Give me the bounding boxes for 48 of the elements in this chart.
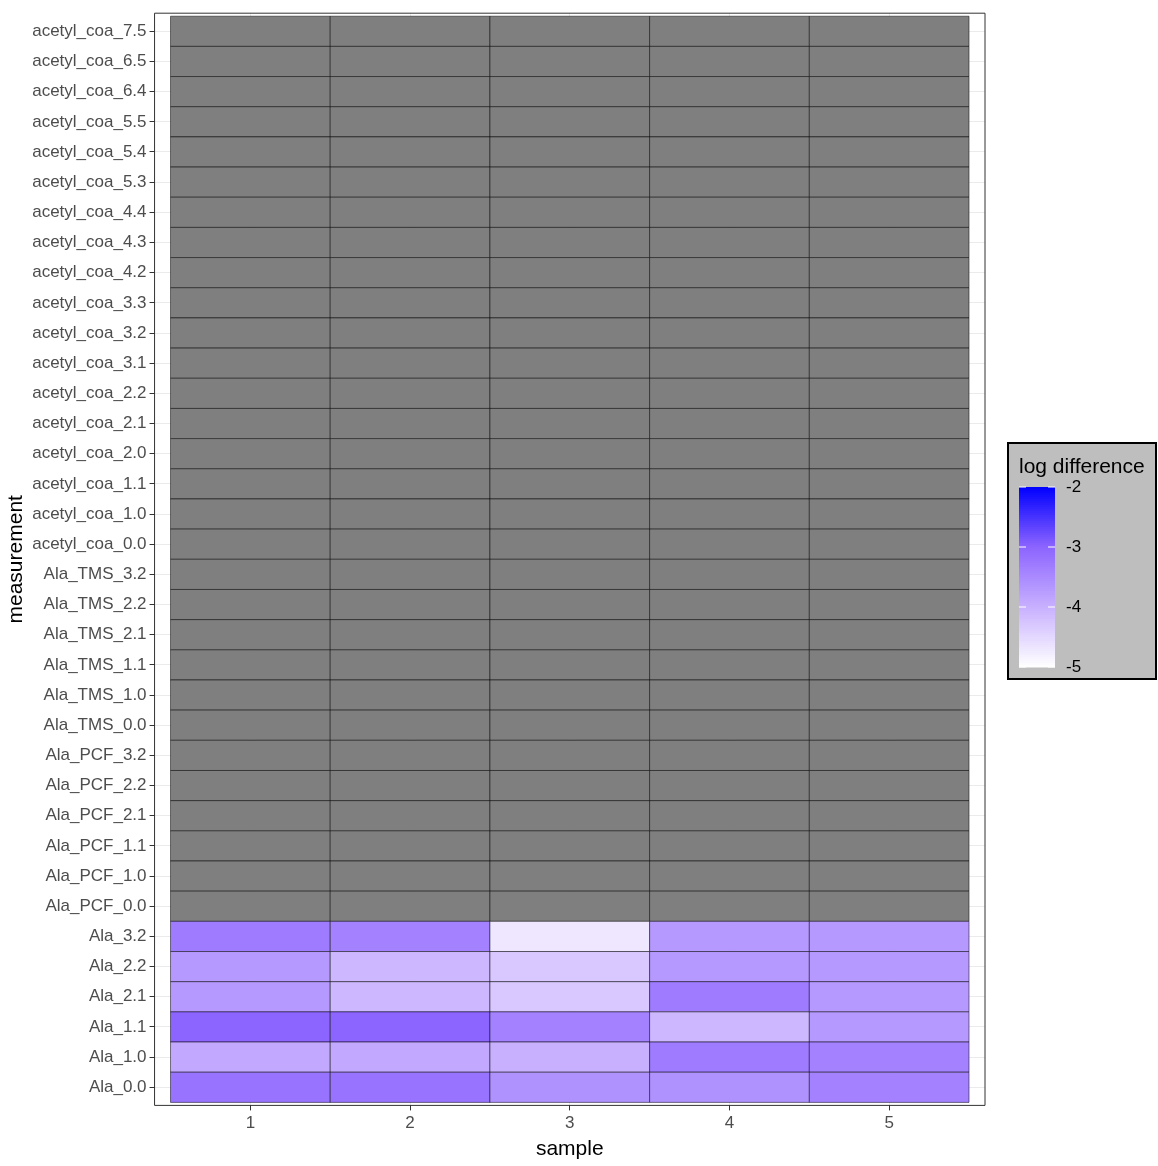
y-tick-label: Ala_PCF_0.0 [45,895,147,915]
y-axis-title: measurement [3,494,27,624]
y-tick-label: Ala_TMS_1.1 [43,654,147,674]
color-bar-label: -3 [1066,536,1082,556]
x-tick-label: 4 [724,1113,735,1133]
x-tick-label: 5 [884,1113,894,1133]
y-tick-label: acetyl_coa_2.1 [32,413,147,433]
y-tick-label: acetyl_coa_1.0 [32,503,147,523]
y-tick-label: acetyl_coa_2.0 [32,443,147,463]
x-tick-label: 1 [245,1113,256,1133]
y-tick-label: acetyl_coa_3.1 [32,352,147,372]
y-tick-label: Ala_1.1 [88,1016,147,1036]
y-tick-label: Ala_TMS_0.0 [43,714,147,734]
color-bar-label: -2 [1066,476,1082,496]
color-bar-title: log difference [1019,453,1145,477]
y-tick-label: acetyl_coa_4.2 [32,262,147,282]
y-tick-label: acetyl_coa_1.1 [32,473,147,493]
y-tick-label: acetyl_coa_5.4 [32,141,147,161]
y-tick-label: acetyl_coa_5.3 [32,171,147,191]
x-axis-title: sample [535,1136,604,1160]
y-tick-label: acetyl_coa_4.4 [32,202,147,222]
x-tick-label: 3 [565,1113,575,1133]
y-tick-label: acetyl_coa_6.5 [32,51,147,71]
y-tick-label: acetyl_coa_2.2 [32,383,147,403]
y-tick-label: Ala_2.1 [88,986,147,1006]
y-tick-label: acetyl_coa_3.2 [32,322,147,342]
color-bar-label: -5 [1066,656,1082,676]
y-tick-label: Ala_PCF_3.2 [45,745,147,765]
y-tick-label: Ala_TMS_2.1 [43,624,147,644]
y-tick-label: Ala_0.0 [88,1076,147,1096]
x-tick-label: 2 [405,1113,415,1133]
y-tick-label: Ala_PCF_1.0 [45,865,147,885]
y-tick-label: Ala_TMS_3.2 [43,564,147,584]
y-tick-label: acetyl_coa_5.5 [32,111,147,131]
y-tick-label: acetyl_coa_0.0 [32,533,147,553]
y-tick-label: acetyl_coa_3.3 [32,292,147,312]
y-tick-label: Ala_1.0 [88,1046,147,1066]
y-tick-label: Ala_TMS_1.0 [43,684,147,704]
color-bar-label: -4 [1066,596,1082,616]
y-tick-label: acetyl_coa_4.3 [32,232,147,252]
y-tick-label: Ala_PCF_2.2 [45,775,147,795]
y-tick-label: Ala_PCF_2.1 [45,805,147,825]
y-tick-label: acetyl_coa_7.5 [32,20,147,40]
y-tick-label: Ala_PCF_1.1 [45,835,147,855]
y-tick-label: Ala_2.2 [88,956,147,976]
y-tick-label: acetyl_coa_6.4 [32,81,147,101]
y-tick-label: Ala_3.2 [88,926,147,946]
y-tick-label: Ala_TMS_2.2 [43,594,147,614]
